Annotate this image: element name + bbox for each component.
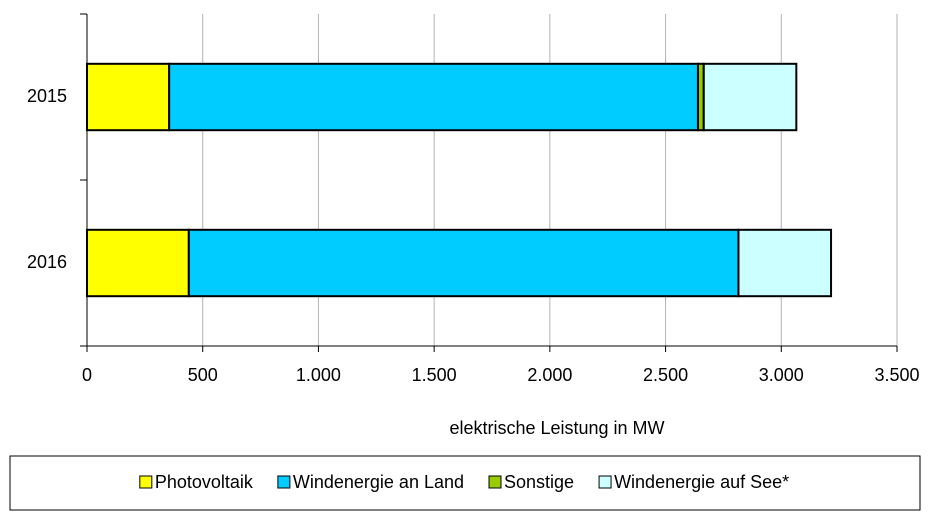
legend-label: Sonstige <box>504 472 574 492</box>
bar-segment <box>86 228 190 298</box>
x-tick-label: 2.000 <box>527 365 572 385</box>
x-tick-label: 1.500 <box>412 365 457 385</box>
bar-segment <box>187 228 740 298</box>
y-tick-label: 2016 <box>27 252 67 272</box>
legend-box <box>9 455 921 511</box>
x-tick-label: 1.000 <box>296 365 341 385</box>
bar-segment <box>86 62 171 132</box>
bar-segment <box>168 62 699 132</box>
legend-swatch <box>277 475 291 489</box>
x-tick-label: 3.500 <box>874 365 919 385</box>
bar-segment <box>702 62 798 132</box>
x-tick-label: 3.000 <box>759 365 804 385</box>
bar-segment <box>737 228 833 298</box>
x-tick-label: 500 <box>188 365 218 385</box>
x-axis-label: elektrische Leistung in MW <box>449 418 664 438</box>
x-tick-label: 2.500 <box>643 365 688 385</box>
legend-swatch <box>598 475 612 489</box>
legend-label: Windenergie auf See* <box>614 472 789 492</box>
legend-label: Photovoltaik <box>155 472 254 492</box>
legend-swatch <box>139 475 153 489</box>
x-tick-label: 0 <box>82 365 92 385</box>
legend-label: Windenergie an Land <box>293 472 464 492</box>
legend-swatch <box>488 475 502 489</box>
y-tick-label: 2015 <box>27 86 67 106</box>
